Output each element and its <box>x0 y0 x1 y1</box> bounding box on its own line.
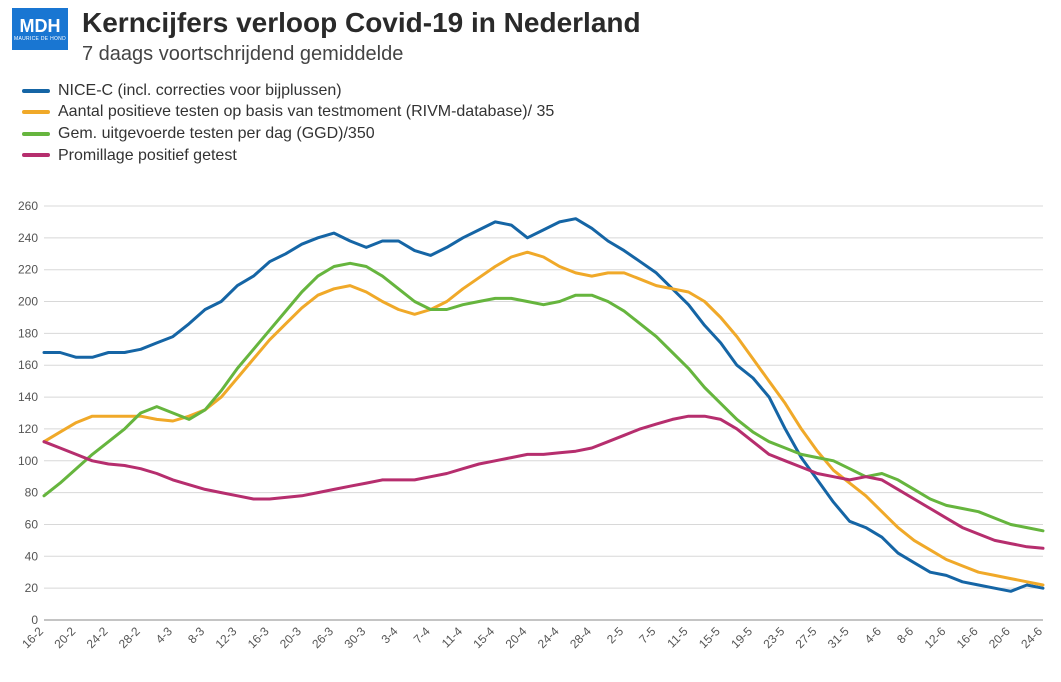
x-axis-label: 11-5 <box>664 624 690 650</box>
x-axis-label: 12-3 <box>213 624 240 651</box>
legend-label: Promillage positief getest <box>58 145 237 167</box>
x-axis-label: 2-5 <box>604 624 626 646</box>
page-subtitle: 7 daags voortschrijdend gemiddelde <box>82 43 1049 66</box>
x-axis-label: 26-3 <box>309 624 336 651</box>
x-axis-label: 7-5 <box>636 624 658 646</box>
logo-badge: MDH MAURICE DE HOND <box>12 8 68 50</box>
x-axis-label: 15-4 <box>470 624 497 651</box>
x-axis-label: 20-6 <box>986 624 1013 651</box>
y-axis-label: 160 <box>18 358 38 372</box>
x-axis-label: 3-4 <box>378 624 400 646</box>
logo-text: MDH <box>20 17 61 35</box>
legend-item: Gem. uitgevoerde testen per dag (GGD)/35… <box>22 123 1061 145</box>
x-axis-label: 24-2 <box>84 624 111 651</box>
page-title: Kerncijfers verloop Covid-19 in Nederlan… <box>82 8 1049 39</box>
x-axis-label: 15-5 <box>696 624 723 651</box>
chart-area: 02040608010012014016018020022024026016-2… <box>10 200 1051 672</box>
series-line <box>44 252 1043 585</box>
x-axis-label: 31-5 <box>825 624 852 651</box>
x-axis-label: 8-3 <box>185 624 207 646</box>
x-axis-label: 28-4 <box>567 624 594 651</box>
series-line <box>44 416 1043 548</box>
x-axis-label: 20-2 <box>51 624 78 651</box>
y-axis-label: 80 <box>25 486 39 500</box>
legend-label: Gem. uitgevoerde testen per dag (GGD)/35… <box>58 123 375 145</box>
title-block: Kerncijfers verloop Covid-19 in Nederlan… <box>82 8 1049 66</box>
series-line <box>44 219 1043 592</box>
x-axis-label: 12-6 <box>922 624 949 651</box>
x-axis-label: 24-6 <box>1018 624 1045 651</box>
x-axis-label: 27-5 <box>793 624 820 651</box>
legend-swatch <box>22 153 50 157</box>
y-axis-label: 220 <box>18 263 38 277</box>
x-axis-label: 20-4 <box>503 624 530 651</box>
x-axis-label: 20-3 <box>277 624 304 651</box>
legend: NICE-C (incl. correcties voor bijplussen… <box>0 70 1061 172</box>
x-axis-label: 8-6 <box>894 624 916 646</box>
x-axis-label: 4-3 <box>153 624 175 646</box>
legend-item: Aantal positieve testen op basis van tes… <box>22 101 1061 123</box>
x-axis-label: 30-3 <box>341 624 368 651</box>
y-axis-label: 120 <box>18 422 38 436</box>
y-axis-label: 260 <box>18 200 38 213</box>
x-axis-label: 16-3 <box>245 624 272 651</box>
line-chart: 02040608010012014016018020022024026016-2… <box>10 200 1051 672</box>
y-axis-label: 100 <box>18 454 38 468</box>
legend-swatch <box>22 110 50 114</box>
y-axis-label: 200 <box>18 295 38 309</box>
chart-container: MDH MAURICE DE HOND Kerncijfers verloop … <box>0 0 1061 682</box>
x-axis-label: 19-5 <box>728 624 755 651</box>
x-axis-label: 11-4 <box>439 624 465 650</box>
y-axis-label: 240 <box>18 231 38 245</box>
x-axis-label: 28-2 <box>116 624 143 651</box>
legend-item: Promillage positief getest <box>22 145 1061 167</box>
y-axis-label: 60 <box>25 517 39 531</box>
header: MDH MAURICE DE HOND Kerncijfers verloop … <box>0 0 1061 70</box>
legend-swatch <box>22 132 50 136</box>
legend-label: NICE-C (incl. correcties voor bijplussen… <box>58 80 342 102</box>
x-axis-label: 16-2 <box>19 624 46 651</box>
legend-swatch <box>22 89 50 93</box>
y-axis-label: 140 <box>18 390 38 404</box>
logo-subtext: MAURICE DE HOND <box>14 37 66 42</box>
x-axis-label: 23-5 <box>760 624 787 651</box>
x-axis-label: 24-4 <box>535 624 562 651</box>
legend-label: Aantal positieve testen op basis van tes… <box>58 101 554 123</box>
x-axis-label: 4-6 <box>862 624 884 646</box>
y-axis-label: 180 <box>18 326 38 340</box>
y-axis-label: 40 <box>25 549 39 563</box>
x-axis-label: 16-6 <box>954 624 981 651</box>
x-axis-label: 7-4 <box>411 624 433 646</box>
legend-item: NICE-C (incl. correcties voor bijplussen… <box>22 80 1061 102</box>
y-axis-label: 20 <box>25 581 39 595</box>
